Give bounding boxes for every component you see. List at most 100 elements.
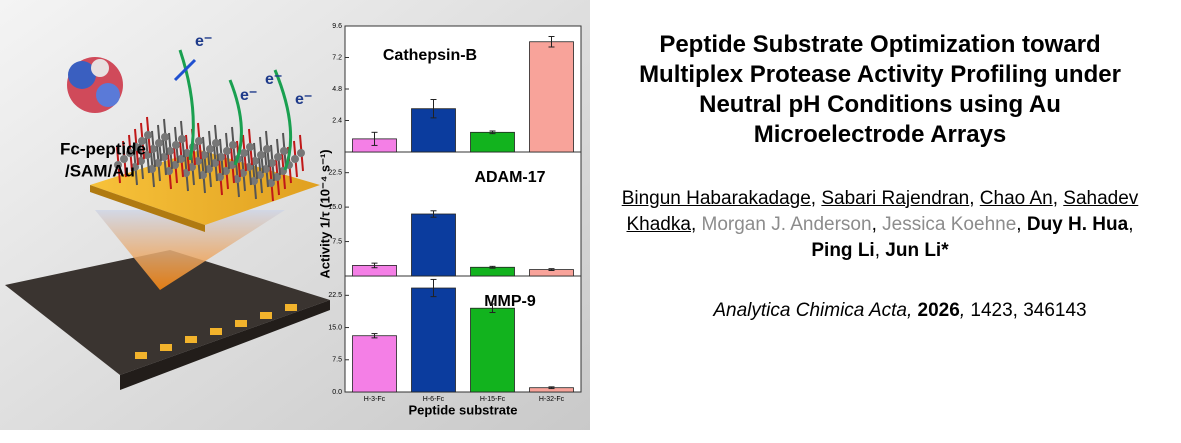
author: Sahadev Khadka	[626, 188, 1139, 235]
separator: ,	[1052, 188, 1064, 209]
author: Chao An	[979, 188, 1053, 209]
bar	[352, 335, 397, 393]
y-tick-label: 15.0	[328, 324, 342, 331]
error-bar	[489, 265, 496, 269]
error-bar	[371, 333, 378, 339]
error-bar	[371, 131, 378, 146]
atom	[240, 149, 248, 157]
atom	[251, 157, 259, 165]
atom	[166, 147, 174, 155]
atom	[138, 137, 146, 145]
separator: ,	[874, 240, 886, 261]
error-bar	[430, 278, 437, 298]
error-bar	[371, 262, 378, 269]
x-tick-label: H-32-Fc	[539, 396, 565, 403]
atom	[246, 143, 254, 151]
electron-label: e⁻	[240, 87, 257, 104]
journal: Analytica Chimica Acta,	[713, 300, 913, 321]
author: Ping Li	[811, 240, 875, 261]
paper-info: Peptide Substrate Optimization toward Mu…	[600, 30, 1160, 322]
separator: ,	[1128, 214, 1134, 235]
atom	[132, 143, 140, 151]
bar	[411, 287, 456, 393]
paper-title: Peptide Substrate Optimization toward Mu…	[639, 31, 1121, 148]
label: /SAM/Au	[65, 161, 135, 180]
atom	[223, 147, 231, 155]
chart-title: Cathepsin-B	[383, 47, 477, 64]
error-bar	[548, 268, 555, 271]
atom	[126, 149, 134, 157]
author: Jun Li*	[885, 240, 949, 261]
x-tick-label: H-15-Fc	[480, 396, 506, 403]
arrows	[173, 49, 293, 171]
author: Jessica Koehne	[882, 214, 1017, 235]
bar	[470, 131, 515, 153]
chip	[5, 250, 330, 375]
atom	[172, 141, 180, 149]
separator: ,	[969, 188, 980, 209]
authors: Bingun Habarakadage, Sabari Rajendran, C…	[615, 186, 1145, 264]
charts: 2.4 4.8 7.2 9.6 Cathepsin-B 7.5 15.0 22.5 ADAM-1…	[317, 23, 581, 417]
y-tick-label: 2.4	[332, 117, 342, 124]
author: Bingun Habarakadage	[621, 188, 811, 209]
atom	[178, 135, 186, 143]
y-tick-label: 4.8	[332, 86, 342, 93]
separator: ,	[810, 188, 822, 209]
zoom-cone	[95, 210, 285, 290]
sam-layer	[114, 116, 305, 202]
atom	[161, 133, 169, 141]
year: 2026	[917, 300, 960, 321]
author: Morgan J. Anderson	[701, 214, 872, 235]
x-tick-label: H-6-Fc	[423, 396, 445, 403]
y-tick-label: 7.5	[332, 357, 342, 364]
electron-label: e⁻	[295, 91, 312, 108]
atom	[200, 151, 208, 159]
atom	[212, 139, 220, 147]
atom	[195, 137, 203, 145]
y-tick-label: 0.0	[332, 389, 342, 396]
protein	[67, 57, 123, 113]
y-axis-label: Activity 1/τ (10⁻⁴ s⁻¹)	[317, 149, 332, 278]
bar	[470, 307, 515, 393]
electron-label: e⁻	[195, 33, 212, 50]
atom	[297, 149, 305, 157]
chart-title: MMP-9	[484, 293, 536, 310]
atom	[280, 147, 288, 155]
bar	[529, 41, 574, 153]
atom	[114, 161, 122, 169]
atom	[206, 145, 214, 153]
x-tick-label: H-3-Fc	[364, 396, 386, 403]
y-tick-label: 22.5	[328, 170, 342, 177]
atom	[217, 153, 225, 161]
atom	[291, 155, 299, 163]
atom	[120, 155, 128, 163]
error-bar	[548, 386, 555, 390]
chip-edge	[120, 300, 330, 390]
atom	[274, 153, 282, 161]
graphical-abstract: Fc-peptide /SAM/Au e⁻ e⁻ e⁻ e⁻ 2.4 4.8 7.2…	[0, 0, 590, 430]
y-tick-label: 7.5	[332, 238, 342, 245]
author: Sabari Rajendran	[821, 188, 970, 209]
error-bar	[489, 130, 496, 135]
atom	[263, 145, 271, 153]
x-axis-label: Peptide substrate	[408, 402, 517, 417]
label: Fc-peptide	[60, 139, 146, 158]
chart-title: ADAM-17	[474, 169, 545, 186]
atom	[229, 141, 237, 149]
y-tick-label: 15.0	[328, 204, 342, 211]
atom	[155, 139, 163, 147]
y-tick-label: 7.2	[332, 54, 342, 61]
separator: ,	[1012, 300, 1024, 321]
atom	[257, 151, 265, 159]
bar	[411, 213, 456, 277]
citation: Analytica Chimica Acta, 2026, 1423, 3461…	[640, 300, 1160, 322]
atom	[183, 149, 191, 157]
separator: ,	[690, 214, 702, 235]
error-bar	[489, 303, 496, 314]
author: Duy H. Hua	[1026, 214, 1129, 235]
atom	[268, 159, 276, 167]
separator: ,	[1016, 214, 1027, 235]
slab-edge	[90, 185, 205, 232]
article: 346143	[1023, 300, 1087, 321]
